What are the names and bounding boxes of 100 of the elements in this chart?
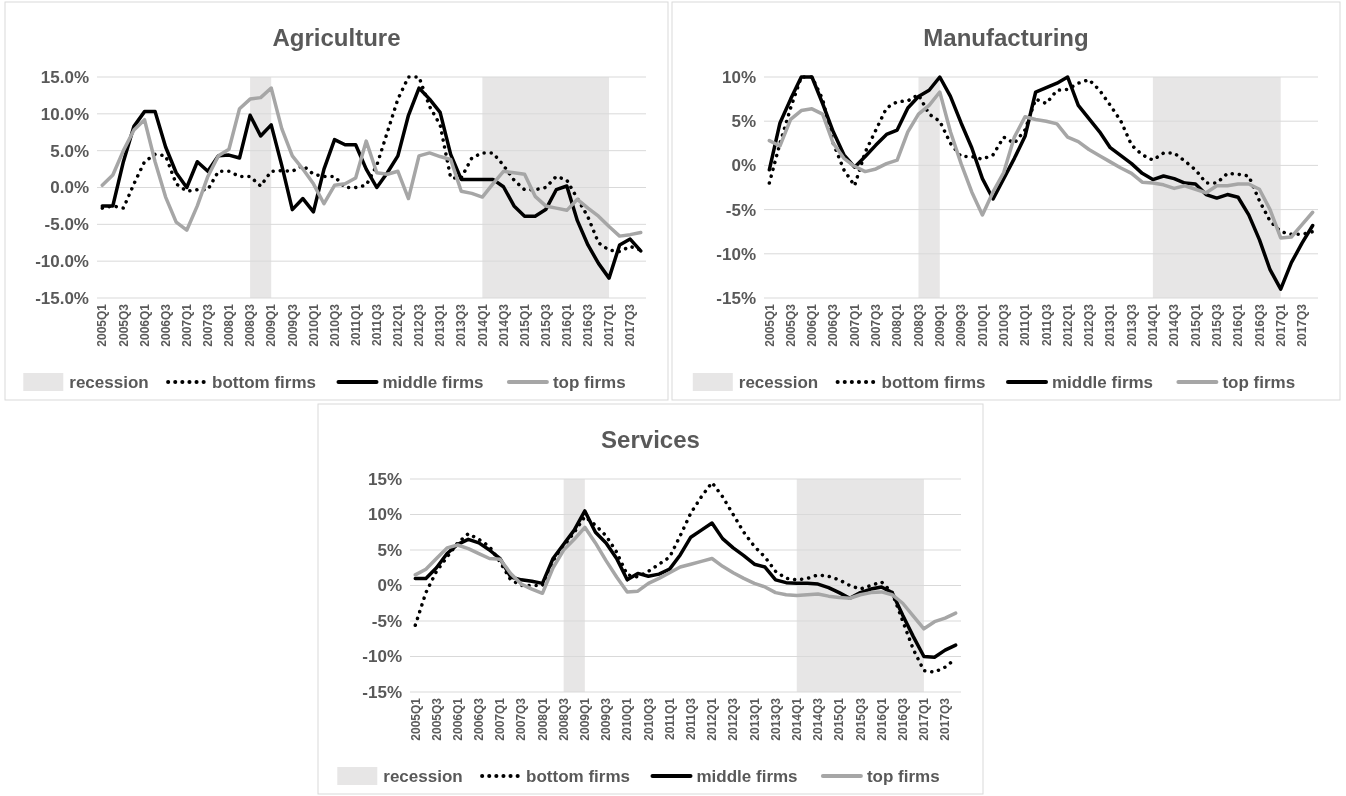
x-tick-label: 2005Q1	[95, 303, 110, 347]
x-tick-label: 2005Q3	[116, 303, 131, 347]
legend-label: top firms	[1222, 372, 1296, 392]
line-series	[100, 86, 643, 238]
x-tick-label: 2006Q1	[137, 303, 152, 347]
legend-label: recession	[738, 372, 819, 392]
chart-title: Manufacturing	[923, 24, 1089, 51]
x-tick-label: 2009Q3	[599, 697, 614, 741]
y-tick-label: 10%	[367, 505, 402, 525]
x-tick-label: 2014Q3	[1167, 303, 1182, 347]
line-series	[413, 525, 958, 631]
chart-title: Agriculture	[272, 24, 401, 51]
x-tick-label: 2016Q3	[1252, 303, 1267, 347]
x-tick-label: 2009Q1	[264, 303, 279, 347]
x-tick-label: 2009Q1	[932, 303, 947, 347]
legend-label: bottom firms	[212, 372, 316, 392]
x-tick-label: 2013Q1	[433, 303, 448, 347]
y-tick-label: -5.0%	[44, 215, 89, 235]
x-tick-label: 2007Q1	[847, 303, 862, 347]
x-tick-label: 2007Q3	[514, 697, 529, 741]
x-tick-label: 2010Q3	[996, 303, 1011, 347]
y-tick-label: 5%	[731, 112, 756, 132]
y-tick-label: -15%	[362, 682, 402, 702]
legend-label: top firms	[866, 766, 940, 786]
x-tick-label: 2007Q3	[869, 303, 884, 347]
x-tick-label: 2011Q3	[369, 303, 384, 347]
x-tick-label: 2006Q3	[472, 697, 487, 741]
legend-label: bottom firms	[881, 372, 986, 392]
x-tick-label: 2010Q1	[306, 303, 321, 347]
legend-label: recession	[383, 766, 463, 786]
x-tick-label: 2013Q3	[454, 303, 469, 347]
y-tick-label: -5%	[371, 611, 402, 631]
x-tick-label: 2012Q1	[705, 697, 720, 741]
x-tick-label: 2011Q1	[662, 697, 677, 741]
x-tick-label: 2017Q1	[917, 697, 932, 741]
x-tick-label: 2008Q3	[243, 303, 258, 347]
y-tick-label: 5.0%	[50, 141, 89, 161]
x-tick-label: 2009Q3	[954, 303, 969, 347]
y-tick-label: -10.0%	[35, 252, 89, 272]
x-tick-label: 2007Q1	[179, 303, 194, 347]
x-tick-label: 2015Q3	[538, 303, 553, 347]
x-tick-label: 2016Q3	[581, 303, 596, 347]
x-tick-label: 2008Q1	[535, 697, 550, 741]
x-tick-label: 2010Q3	[327, 303, 342, 347]
y-tick-label: -15%	[716, 288, 756, 308]
x-tick-label: 2008Q1	[890, 303, 905, 347]
line-series	[767, 75, 1315, 291]
x-tick-label: 2017Q3	[623, 303, 638, 347]
y-tick-label: 10%	[721, 67, 756, 87]
y-tick-label: -15.0%	[35, 288, 89, 308]
x-tick-label: 2017Q3	[938, 697, 953, 741]
x-tick-label: 2010Q1	[620, 697, 635, 741]
x-tick-label: 2014Q1	[475, 303, 490, 347]
x-tick-label: 2013Q1	[1103, 303, 1118, 347]
y-tick-label: 15%	[367, 469, 402, 489]
x-tick-label: 2006Q3	[158, 303, 173, 347]
chart-title: Services	[601, 426, 700, 453]
x-tick-label: 2016Q1	[1231, 303, 1246, 347]
x-tick-label: 2013Q1	[747, 697, 762, 741]
legend-label: middle firms	[696, 766, 798, 786]
x-tick-label: 2008Q1	[222, 303, 237, 347]
x-tick-label: 2016Q1	[874, 697, 889, 741]
x-tick-label: 2015Q3	[853, 697, 868, 741]
x-tick-label: 2016Q1	[560, 303, 575, 347]
x-tick-label: 2008Q3	[911, 303, 926, 347]
x-tick-label: 2007Q3	[201, 303, 216, 347]
x-tick-label: 2011Q1	[348, 303, 363, 347]
y-tick-label: -10%	[716, 244, 756, 264]
x-tick-label: 2010Q1	[975, 303, 990, 347]
x-tick-label: 2015Q1	[1188, 303, 1203, 347]
x-tick-label: 2014Q3	[496, 303, 511, 347]
legend-label: bottom firms	[526, 766, 630, 786]
y-tick-label: 5%	[377, 540, 402, 560]
legend-label: middle firms	[1052, 372, 1154, 392]
y-tick-label: 0.0%	[50, 178, 89, 198]
x-tick-label: 2015Q1	[832, 697, 847, 741]
x-tick-label: 2011Q3	[684, 697, 698, 741]
y-tick-label: -10%	[362, 647, 402, 667]
x-tick-label: 2005Q1	[408, 697, 423, 741]
x-tick-label: 2017Q3	[1295, 303, 1310, 347]
x-tick-label: 2011Q1	[1018, 303, 1033, 347]
x-tick-label: 2012Q1	[1060, 303, 1075, 347]
x-tick-label: 2016Q3	[895, 697, 910, 741]
x-tick-label: 2008Q3	[556, 697, 571, 741]
x-tick-label: 2005Q3	[429, 697, 444, 741]
x-tick-label: 2009Q3	[285, 303, 300, 347]
x-tick-label: 2012Q1	[391, 303, 406, 347]
legend-label: middle firms	[382, 372, 484, 392]
x-tick-label: 2012Q3	[412, 303, 427, 347]
x-tick-label: 2014Q1	[1146, 303, 1161, 347]
legend-label: recession	[69, 372, 149, 392]
x-tick-label: 2017Q1	[1273, 303, 1288, 347]
x-tick-label: 2006Q3	[826, 303, 841, 347]
x-tick-label: 2011Q3	[1039, 303, 1054, 347]
x-tick-label: 2005Q3	[783, 303, 798, 347]
x-tick-label: 2012Q3	[726, 697, 741, 741]
x-tick-label: 2010Q3	[641, 697, 656, 741]
x-tick-label: 2009Q1	[578, 697, 593, 741]
x-tick-label: 2013Q3	[768, 697, 783, 741]
y-tick-label: 15.0%	[40, 67, 89, 87]
